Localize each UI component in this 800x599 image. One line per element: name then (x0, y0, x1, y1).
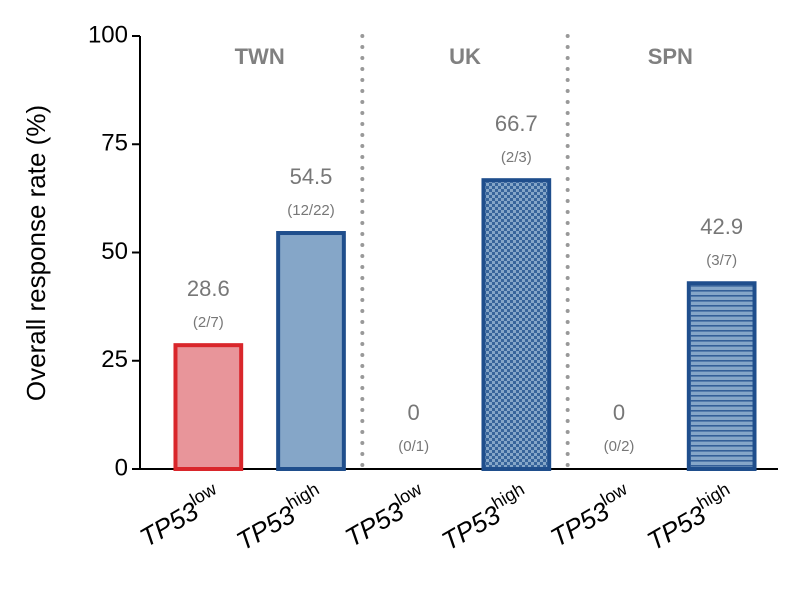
x-tick-sup: high (283, 479, 322, 513)
y-tick-label: 0 (115, 454, 128, 481)
bar (276, 231, 346, 471)
y-tick-label: 25 (101, 346, 128, 373)
value-label: 28.6 (187, 276, 230, 301)
group-label: TWN (235, 44, 285, 69)
y-tick-label: 100 (88, 21, 128, 48)
y-tick-label: 75 (101, 130, 128, 157)
annotation: (2/3) (501, 149, 532, 166)
value-label: 66.7 (495, 111, 538, 136)
group-label: SPN (648, 44, 693, 69)
value-label: 42.9 (700, 214, 743, 239)
annotation: (3/7) (706, 252, 737, 269)
group-label: UK (449, 44, 481, 69)
bar-hatch (485, 182, 548, 467)
x-tick-label: TP53high (434, 479, 534, 557)
annotation: (2/7) (193, 314, 224, 331)
x-tick-label: TP53low (338, 478, 433, 553)
annotation: (0/2) (604, 438, 635, 455)
value-label: 0 (613, 400, 625, 425)
y-axis-label: Overall response rate (%) (21, 105, 51, 401)
x-tick-sup: high (488, 479, 527, 513)
y-tick-label: 50 (101, 238, 128, 265)
bar-hatch (690, 285, 753, 467)
bar (173, 343, 244, 471)
x-tick-label: TP53high (229, 479, 329, 557)
x-tick-sup: high (694, 479, 733, 513)
x-tick-label: TP53low (132, 478, 227, 553)
x-tick-label: TP53low (543, 478, 638, 553)
value-label: 54.5 (290, 164, 333, 189)
value-label: 0 (408, 400, 420, 425)
annotation: (0/1) (398, 438, 429, 455)
x-tick-label: TP53high (640, 479, 740, 557)
annotation: (12/22) (287, 202, 335, 219)
